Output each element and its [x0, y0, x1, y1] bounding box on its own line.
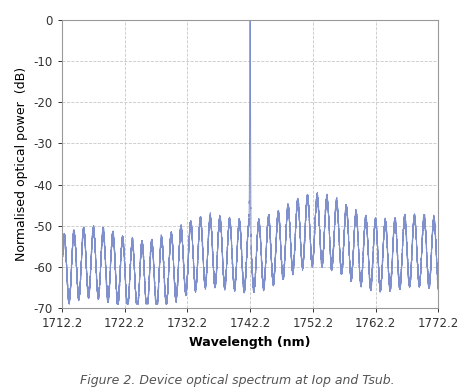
- Text: Figure 2. Device optical spectrum at Iop and Tsub.: Figure 2. Device optical spectrum at Iop…: [80, 374, 394, 387]
- Y-axis label: Normalised optical power  (dB): Normalised optical power (dB): [15, 67, 28, 261]
- X-axis label: Wavelength (nm): Wavelength (nm): [189, 335, 311, 349]
